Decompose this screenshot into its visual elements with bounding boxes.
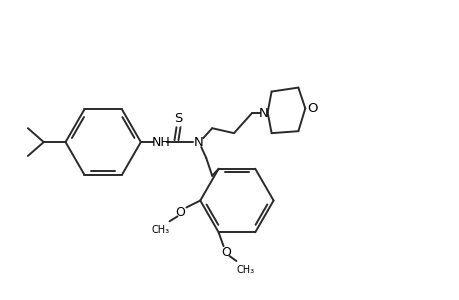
Text: S: S — [174, 112, 182, 125]
Text: N: N — [193, 136, 203, 148]
Text: CH₃: CH₃ — [151, 225, 169, 235]
Text: O: O — [221, 246, 231, 259]
Text: O: O — [175, 206, 185, 219]
Text: N: N — [258, 107, 268, 120]
Text: O: O — [306, 102, 317, 115]
Text: NH: NH — [151, 136, 170, 148]
Text: CH₃: CH₃ — [236, 265, 254, 275]
